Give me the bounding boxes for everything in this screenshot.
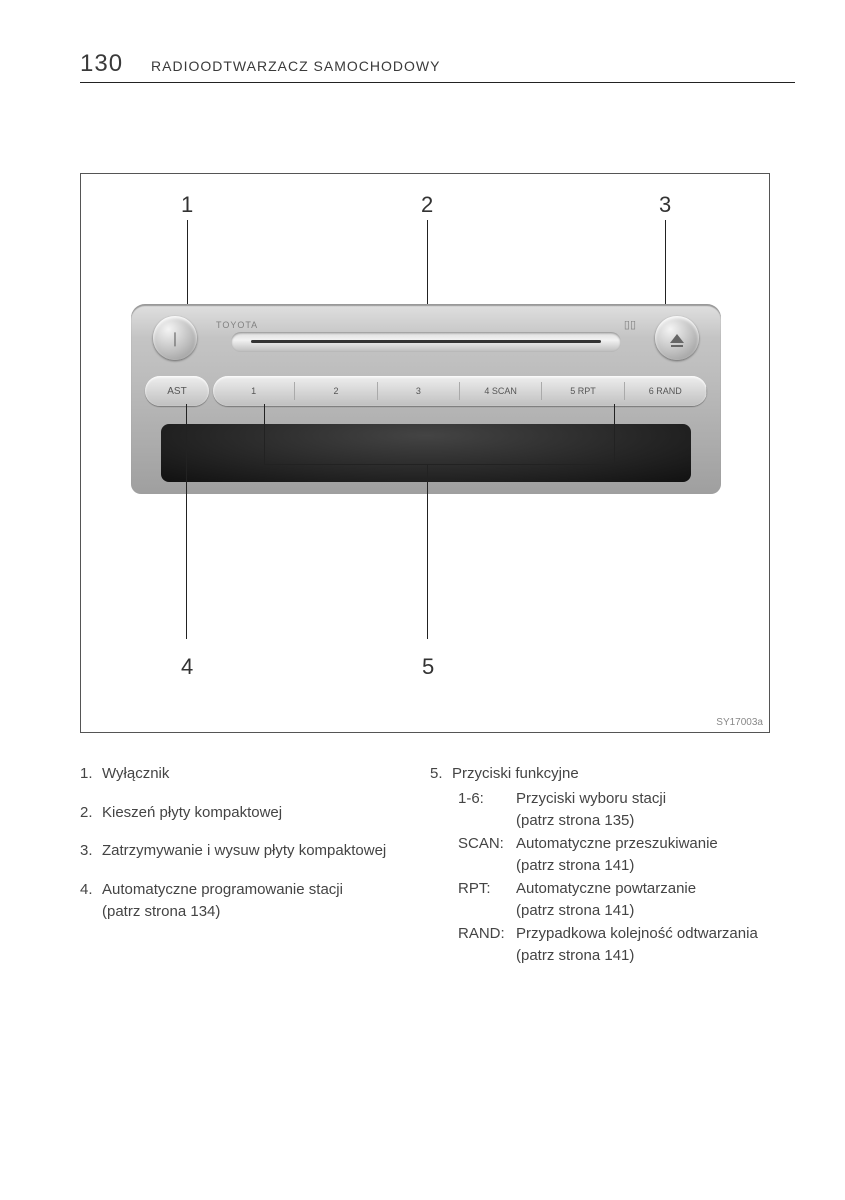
item-1-text: Wyłącznik: [102, 763, 169, 786]
sub-4-ref: (patrz strona 141): [516, 945, 790, 968]
item-5-sub: 1-6: Przyciski wyboru stacji (patrz stro…: [458, 788, 790, 968]
item-5-num: 5.: [430, 763, 452, 786]
button-row: AST 1 2 3 4 SCAN 5 RPT 6 RAND: [145, 376, 707, 410]
sub-4: RAND: Przypadkowa kolejność odtwarzania …: [458, 923, 790, 968]
preset-row: 1 2 3 4 SCAN 5 RPT 6 RAND: [213, 376, 707, 406]
sub-1: 1-6: Przyciski wyboru stacji (patrz stro…: [458, 788, 790, 833]
column-right: 5. Przyciski funkcyjne 1-6: Przyciski wy…: [430, 763, 790, 968]
item-1: 1. Wyłącznik: [80, 763, 420, 786]
preset-4: 4 SCAN: [460, 382, 542, 400]
sub-1-ref: (patrz strona 135): [516, 810, 790, 833]
sub-1-key: 1-6:: [458, 788, 516, 833]
item-3-text: Zatrzymywanie i wysuw płyty kompaktowej: [102, 840, 386, 863]
page-title: RADIOODTWARZACZ SAMOCHODOWY: [151, 58, 440, 74]
item-1-num: 1.: [80, 763, 102, 786]
callout-line-3: [665, 220, 666, 316]
sub-1-text: Przyciski wyboru stacji: [516, 788, 790, 811]
preset-3: 3: [378, 382, 460, 400]
callout-vline-5a: [264, 404, 265, 464]
callout-4: 4: [181, 654, 193, 680]
sub-4-key: RAND:: [458, 923, 516, 968]
callout-2: 2: [421, 192, 433, 218]
power-knob: ❘: [153, 316, 197, 360]
figure-code: SY17003a: [716, 717, 763, 728]
item-3-num: 3.: [80, 840, 102, 863]
item-5-head: 5. Przyciski funkcyjne: [430, 763, 790, 786]
callout-line-1: [187, 220, 188, 316]
figure: 1 2 3 ❘ TOYOTA ▯▯ AST 1 2 3 4 SCAN 5 RPT…: [80, 173, 770, 733]
item-2: 2. Kieszeń płyty kompaktowej: [80, 802, 420, 825]
callout-hline-5: [264, 464, 614, 465]
page-header: 130 RADIOODTWARZACZ SAMOCHODOWY: [80, 50, 795, 83]
sub-2-text: Automatyczne przeszukiwanie: [516, 833, 790, 856]
callout-line-4: [186, 404, 187, 639]
item-4-ref: (patrz strona 134): [102, 901, 343, 924]
radio-illustration: ❘ TOYOTA ▯▯ AST 1 2 3 4 SCAN 5 RPT 6 RAN…: [131, 304, 721, 494]
sub-3-val: Automatyczne powtarzanie (patrz strona 1…: [516, 878, 790, 923]
sub-2-key: SCAN:: [458, 833, 516, 878]
sub-2-ref: (patrz strona 141): [516, 855, 790, 878]
cd-slot: [231, 332, 621, 352]
radio-dark-panel: [161, 424, 691, 482]
sub-3-text: Automatyczne powtarzanie: [516, 878, 790, 901]
sub-3-ref: (patrz strona 141): [516, 900, 790, 923]
page-number: 130: [80, 50, 123, 78]
ast-button: AST: [145, 376, 209, 406]
brand-label: TOYOTA: [216, 320, 258, 330]
item-4-num: 4.: [80, 879, 102, 924]
sub-3: RPT: Automatyczne powtarzanie (patrz str…: [458, 878, 790, 923]
column-left: 1. Wyłącznik 2. Kieszeń płyty kompaktowe…: [80, 763, 420, 968]
sub-4-text: Przypadkowa kolejność odtwarzania: [516, 923, 790, 946]
preset-6: 6 RAND: [625, 382, 707, 400]
callout-5: 5: [422, 654, 434, 680]
callout-line-5: [427, 464, 428, 639]
preset-2: 2: [295, 382, 377, 400]
item-4: 4. Automatyczne programowanie stacji (pa…: [80, 879, 420, 924]
dolby-icon: ▯▯: [624, 318, 636, 331]
sub-4-val: Przypadkowa kolejność odtwarzania (patrz…: [516, 923, 790, 968]
radio-top: ❘ TOYOTA ▯▯: [131, 304, 721, 370]
preset-1: 1: [213, 382, 295, 400]
eject-knob: [655, 316, 699, 360]
item-3: 3. Zatrzymywanie i wysuw płyty kompaktow…: [80, 840, 420, 863]
preset-5: 5 RPT: [542, 382, 624, 400]
description-columns: 1. Wyłącznik 2. Kieszeń płyty kompaktowe…: [80, 763, 790, 968]
item-2-num: 2.: [80, 802, 102, 825]
sub-1-val: Przyciski wyboru stacji (patrz strona 13…: [516, 788, 790, 833]
sub-2-val: Automatyczne przeszukiwanie (patrz stron…: [516, 833, 790, 878]
callout-3: 3: [659, 192, 671, 218]
item-4-body: Automatyczne programowanie stacji (patrz…: [102, 879, 343, 924]
item-5-text: Przyciski funkcyjne: [452, 763, 579, 786]
item-4-text: Automatyczne programowanie stacji: [102, 879, 343, 902]
item-2-text: Kieszeń płyty kompaktowej: [102, 802, 282, 825]
callout-1: 1: [181, 192, 193, 218]
sub-2: SCAN: Automatyczne przeszukiwanie (patrz…: [458, 833, 790, 878]
sub-3-key: RPT:: [458, 878, 516, 923]
callout-vline-5b: [614, 404, 615, 464]
